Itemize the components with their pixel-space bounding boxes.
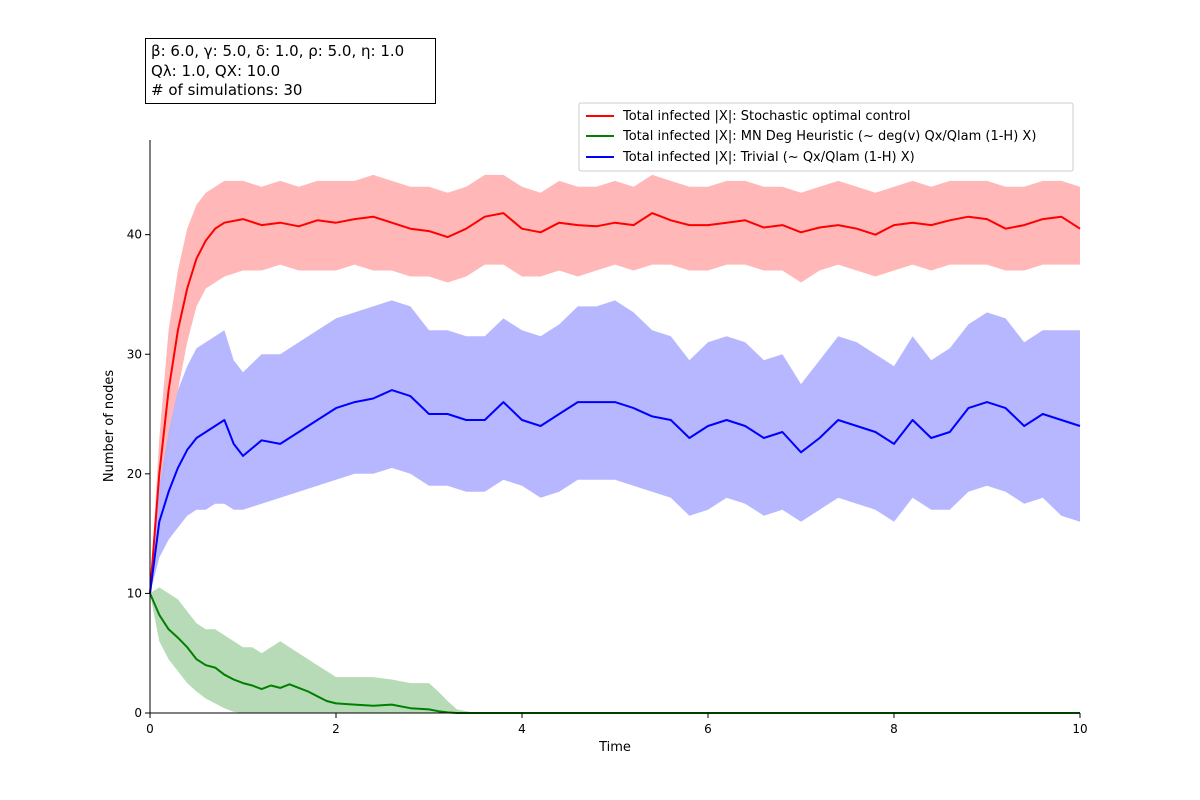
y-tick-label: 10 [127, 586, 142, 600]
x-ticks: 0 2 4 6 8 10 [146, 713, 1088, 736]
confidence-bands [150, 174, 1080, 713]
y-tick-label: 20 [127, 467, 142, 481]
y-tick-label: 30 [127, 347, 142, 361]
x-tick-label: 0 [146, 722, 154, 736]
parameters-line-2: Qλ: 1.0, QX: 10.0 [151, 61, 281, 80]
band-stochastic [150, 174, 1080, 594]
legend-label-stochastic: Total infected |X|: Stochastic optimal c… [622, 109, 911, 124]
legend-label-heuristic: Total infected |X|: MN Deg Heuristic (~ … [622, 129, 1036, 144]
parameters-line-1: β: 6.0, γ: 5.0, δ: 1.0, ρ: 5.0, η: 1.0 [151, 42, 405, 60]
line-trivial [149, 389, 1081, 594]
x-tick-label: 8 [890, 722, 898, 736]
y-ticks: 0 10 20 30 40 [127, 228, 150, 720]
y-tick-label: 0 [134, 706, 142, 720]
legend-frame [578, 102, 1074, 172]
x-tick-label: 4 [518, 722, 526, 736]
y-axis-title: Number of nodes [102, 370, 117, 482]
x-tick-label: 6 [704, 722, 712, 736]
line-stochastic [149, 212, 1081, 594]
parameters-box: β: 6.0, γ: 5.0, δ: 1.0, ρ: 5.0, η: 1.0 Q… [145, 38, 436, 104]
x-tick-label: 2 [332, 722, 340, 736]
legend-label-trivial: Total infected |X|: Trivial (~ Qx/Qlam (… [622, 150, 915, 165]
y-tick-label: 40 [127, 228, 142, 242]
legend: Total infected |X|: Stochastic optimal c… [578, 102, 1074, 172]
parameters-line-3: # of simulations: 30 [151, 81, 303, 99]
x-tick-label: 10 [1072, 722, 1087, 736]
band-trivial [150, 300, 1080, 594]
x-axis-title: Time [598, 740, 631, 755]
band-heuristic [150, 587, 1080, 713]
